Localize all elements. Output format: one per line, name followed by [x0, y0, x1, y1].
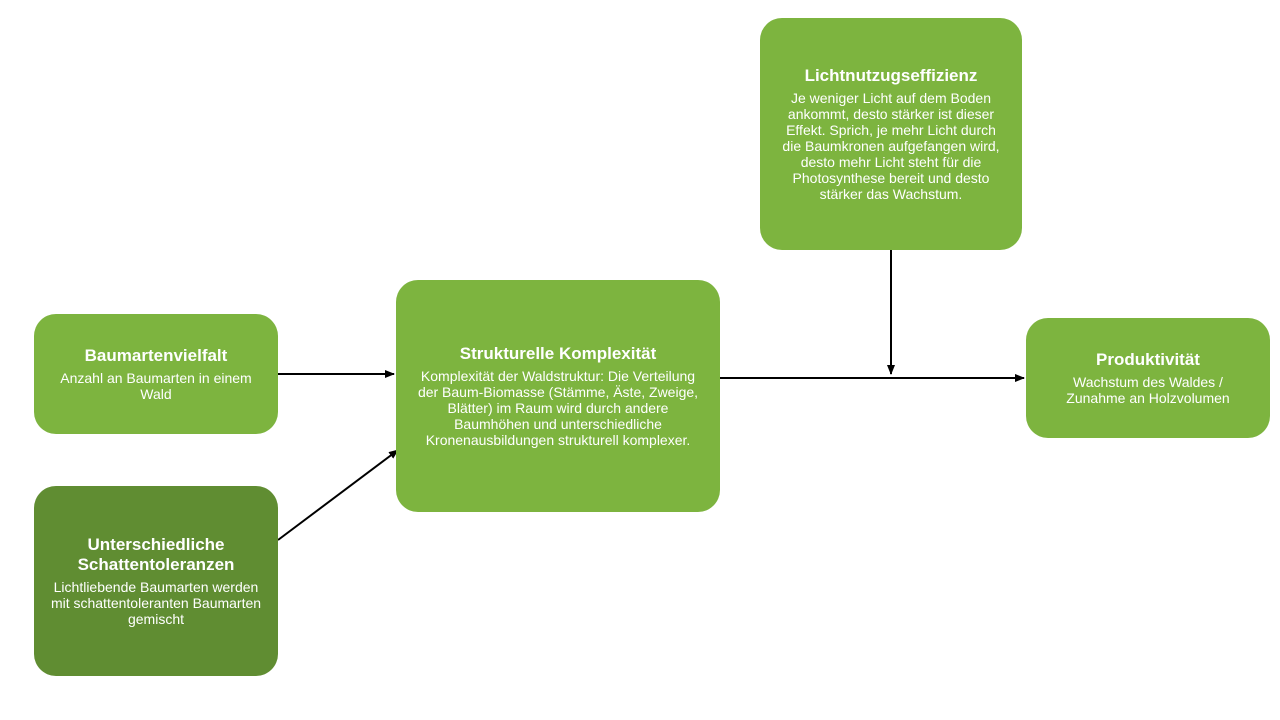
node-baumartenvielfalt: Baumartenvielfalt Anzahl an Baumarten in… — [34, 314, 278, 434]
node-desc: Je weniger Licht auf dem Boden ankommt, … — [776, 90, 1006, 202]
node-title: Produktivität — [1042, 350, 1254, 370]
diagram-canvas: Baumartenvielfalt Anzahl an Baumarten in… — [0, 0, 1280, 720]
node-desc: Wachstum des Waldes / Zunahme an Holzvol… — [1042, 374, 1254, 406]
node-title: Unterschiedliche Schattentoleranzen — [50, 535, 262, 575]
node-title: Lichtnutzugseffizienz — [776, 66, 1006, 86]
edge-arrow — [278, 450, 398, 540]
node-desc: Lichtliebende Baumarten werden mit schat… — [50, 579, 262, 627]
node-produktivitaet: Produktivität Wachstum des Waldes / Zuna… — [1026, 318, 1270, 438]
node-schattentoleranzen: Unterschiedliche Schattentoleranzen Lich… — [34, 486, 278, 676]
node-lichtnutzungseffizienz: Lichtnutzugseffizienz Je weniger Licht a… — [760, 18, 1022, 250]
node-title: Baumartenvielfalt — [50, 346, 262, 366]
node-title: Strukturelle Komplexität — [412, 344, 704, 364]
node-strukturelle-komplexitaet: Strukturelle Komplexität Komplexität der… — [396, 280, 720, 512]
node-desc: Anzahl an Baumarten in einem Wald — [50, 370, 262, 402]
node-desc: Komplexität der Waldstruktur: Die Vertei… — [412, 368, 704, 448]
